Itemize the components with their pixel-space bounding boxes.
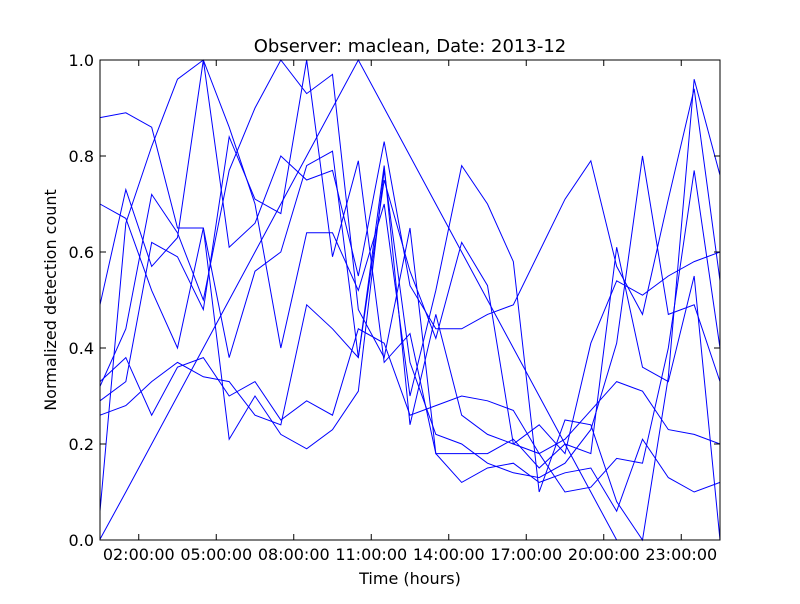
y-axis-label: Normalized detection count (41, 189, 60, 411)
x-tick-label-4: 11:00:00 (335, 545, 407, 564)
series-line-8 (99, 59, 721, 541)
y-tick-label-5: 0.8 (69, 147, 94, 166)
series-line-4 (99, 59, 721, 513)
y-tick-label-3: 0.4 (69, 339, 94, 358)
x-axis-label: Time (hours) (358, 569, 461, 588)
y-tick-label-4: 0.6 (69, 243, 94, 262)
y-tick-label-6: 1.0 (69, 51, 94, 70)
x-tick-label-8: 23:00:00 (645, 545, 717, 564)
series-line-6 (99, 150, 721, 493)
plot-frame (99, 59, 721, 541)
y-tick-label-1: 0.0 (69, 531, 94, 550)
x-tick-label-1: 02:00:00 (103, 545, 175, 564)
x-tick-label-7: 20:00:00 (568, 545, 640, 564)
tick-layer: 02:00:00 05:00:00 08:00:00 11:00:00 14:00:00… (69, 51, 720, 564)
x-tick-label-6: 17:00:00 (490, 545, 562, 564)
x-tick-label-5: 14:00:00 (413, 545, 485, 564)
chart-title: Observer: maclean, Date: 2013-12 (254, 36, 566, 57)
series-line-2 (99, 328, 721, 455)
x-tick-label-3: 08:00:00 (258, 545, 330, 564)
y-tick-label-2: 0.2 (69, 435, 94, 454)
series-line-7 (99, 165, 721, 455)
x-tick-label-2: 05:00:00 (180, 545, 252, 564)
